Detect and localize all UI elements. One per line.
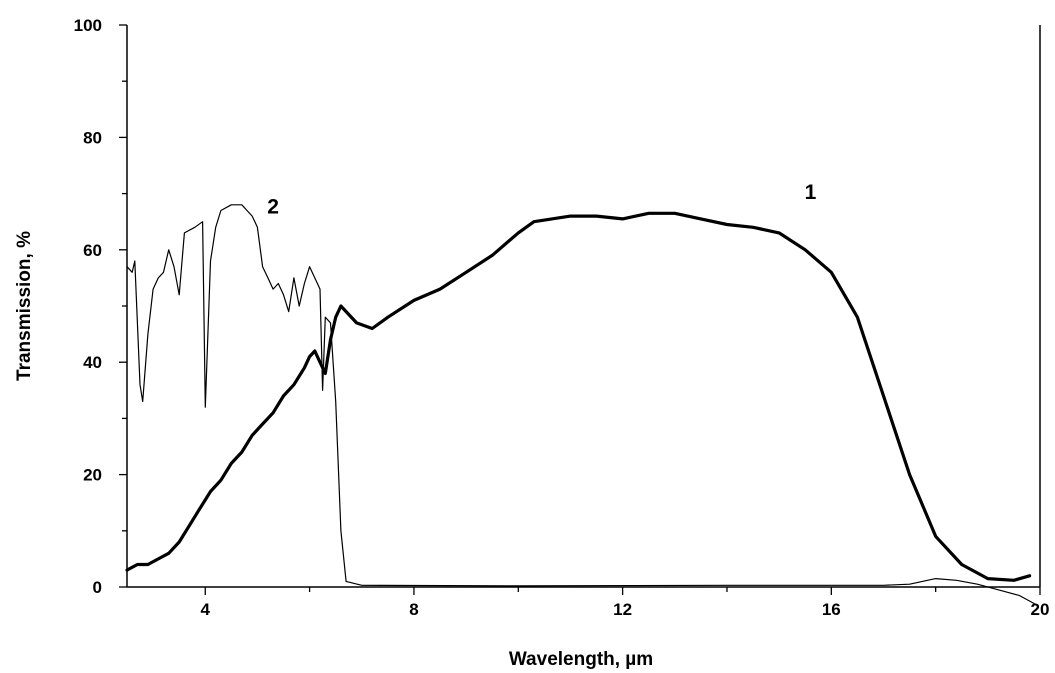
x-axis-title: Wavelength, µm <box>509 649 653 670</box>
series-2-line <box>126 204 1036 605</box>
curve-label-1: 1 <box>805 181 817 204</box>
x-tick-label: 4 <box>201 600 211 619</box>
axes-frame <box>126 25 1041 588</box>
x-tick-label: 8 <box>409 600 418 619</box>
y-ticks: 0 20 40 60 80 100 <box>74 16 127 597</box>
y-tick-label: 80 <box>83 128 102 147</box>
series-layer <box>125 204 1036 605</box>
y-tick-label: 100 <box>74 16 102 35</box>
x-tick-label: 16 <box>822 600 841 619</box>
x-ticks: 4 8 12 16 20 <box>201 587 1050 619</box>
y-tick-label: 0 <box>93 578 102 597</box>
y-tick-label: 20 <box>83 466 102 485</box>
y-axis-title: Transmission, % <box>14 231 35 381</box>
curve-label-2: 2 <box>267 195 279 218</box>
x-tick-label: 20 <box>1031 600 1050 619</box>
annotation-layer: 12 <box>267 181 816 218</box>
x-tick-label: 12 <box>613 600 632 619</box>
y-tick-label: 60 <box>83 241 102 260</box>
series-1-line <box>125 211 1032 582</box>
y-tick-label: 40 <box>83 353 102 372</box>
